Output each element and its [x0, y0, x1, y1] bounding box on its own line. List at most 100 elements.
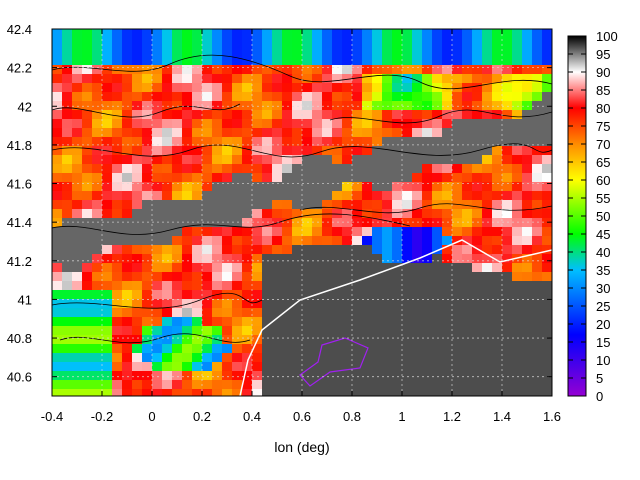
heatmap-cell: [362, 389, 373, 396]
heatmap-cell: [82, 119, 93, 129]
heatmap-cell: [162, 227, 173, 237]
heatmap-cell: [212, 308, 223, 318]
heatmap-cell: [222, 290, 233, 300]
heatmap-cell: [492, 200, 503, 210]
heatmap-cell: [382, 92, 393, 102]
heatmap-cell: [182, 29, 193, 39]
heatmap-cell: [182, 137, 193, 147]
heatmap-cell: [202, 227, 213, 237]
heatmap-cell: [112, 182, 123, 192]
heatmap-cell: [112, 245, 123, 255]
heatmap-cell: [52, 344, 63, 354]
heatmap-cell: [272, 389, 283, 396]
heatmap-cell: [292, 371, 303, 381]
heatmap-cell: [472, 74, 483, 84]
heatmap-cell: [412, 191, 423, 201]
heatmap-cell: [402, 236, 413, 246]
heatmap-cell: [242, 110, 253, 120]
heatmap-cell: [72, 209, 83, 219]
heatmap-cell: [162, 218, 173, 228]
heatmap-cell: [362, 290, 373, 300]
heatmap-cell: [252, 353, 263, 363]
heatmap-cell: [162, 92, 173, 102]
heatmap-cell: [412, 146, 423, 156]
heatmap-cell: [522, 92, 533, 102]
heatmap-cell: [192, 101, 203, 111]
heatmap-cell: [352, 371, 363, 381]
heatmap-cell: [162, 362, 173, 372]
heatmap-cell: [512, 245, 523, 255]
heatmap-cell: [432, 317, 443, 327]
heatmap-cell: [512, 299, 523, 309]
heatmap-cell: [272, 65, 283, 75]
heatmap-cell: [372, 290, 383, 300]
heatmap-cell: [352, 218, 363, 228]
heatmap-cell: [442, 317, 453, 327]
grid-lines: [52, 29, 552, 396]
heatmap-cell: [352, 101, 363, 111]
heatmap-cell: [302, 74, 313, 84]
heatmap-cell: [292, 182, 303, 192]
heatmap-cell: [172, 65, 183, 75]
heatmap-cell: [102, 29, 113, 39]
heatmap-cell: [432, 344, 443, 354]
heatmap-cell: [392, 200, 403, 210]
heatmap-cell: [182, 317, 193, 327]
heatmap-cell: [472, 164, 483, 174]
heatmap-cell: [312, 254, 323, 264]
heatmap-cell: [122, 155, 133, 165]
heatmap-cell: [82, 173, 93, 183]
heatmap-cell: [342, 263, 353, 273]
heatmap-cell: [132, 245, 143, 255]
heatmap-cell: [462, 92, 473, 102]
heatmap-cell: [152, 200, 163, 210]
heatmap-cell: [402, 344, 413, 354]
heatmap-cell: [242, 38, 253, 48]
heatmap-cell: [502, 299, 513, 309]
heatmap-cell: [392, 290, 403, 300]
heatmap-cell: [112, 236, 123, 246]
heatmap-cell: [512, 146, 523, 156]
heatmap-cell: [352, 335, 363, 345]
heatmap-cell: [252, 290, 263, 300]
heatmap-cell: [372, 308, 383, 318]
heatmap-cell: [182, 353, 193, 363]
heatmap-cell: [312, 101, 323, 111]
heatmap-cell: [122, 308, 133, 318]
heatmap-cell: [412, 299, 423, 309]
heatmap-cell: [332, 227, 343, 237]
heatmap-cell: [262, 92, 273, 102]
heatmap-cell: [422, 362, 433, 372]
heatmap-cell: [152, 29, 163, 39]
heatmap-cell: [512, 290, 523, 300]
heatmap-cell: [512, 110, 523, 120]
heatmap-cell: [172, 155, 183, 165]
heatmap-cell: [402, 128, 413, 138]
heatmap-cell: [302, 83, 313, 93]
heatmap-cell: [202, 362, 213, 372]
heatmap-cell: [112, 83, 123, 93]
heatmap-cell: [132, 326, 143, 336]
heatmap-cell: [52, 308, 63, 318]
heatmap-cell: [272, 299, 283, 309]
heatmap-cell: [282, 200, 293, 210]
heatmap-cell: [322, 281, 333, 291]
heatmap-cell: [432, 74, 443, 84]
heatmap-cell: [142, 362, 153, 372]
heatmap-cell: [62, 389, 73, 396]
heatmap-cell: [242, 389, 253, 396]
heatmap-cell: [462, 371, 473, 381]
heatmap-cell: [412, 56, 423, 66]
heatmap-cell: [162, 272, 173, 282]
heatmap-cell: [162, 56, 173, 66]
heatmap-cell: [332, 83, 343, 93]
heatmap-cell: [242, 128, 253, 138]
heatmap-cell: [162, 308, 173, 318]
heatmap-cell: [392, 236, 403, 246]
heatmap-cell: [242, 335, 253, 345]
heatmap-cell: [472, 137, 483, 147]
heatmap-cell: [122, 362, 133, 372]
heatmap-cell: [232, 263, 243, 273]
heatmap-cell: [172, 335, 183, 345]
heatmap-cell: [342, 83, 353, 93]
